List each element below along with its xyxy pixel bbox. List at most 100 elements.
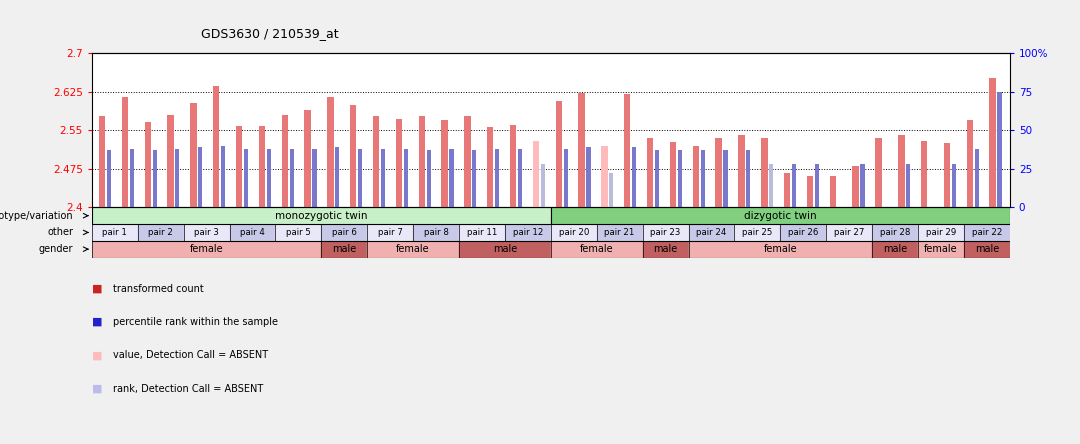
Bar (322, 241, 367, 258)
Bar (951, 164, 956, 207)
Bar (829, 175, 836, 207)
Bar (689, 224, 734, 241)
Bar (327, 97, 334, 207)
Bar (190, 103, 197, 207)
Bar (734, 224, 781, 241)
Bar (459, 224, 505, 241)
Bar (381, 149, 384, 207)
Bar (510, 125, 516, 207)
Bar (597, 224, 643, 241)
Text: monozygotic twin: monozygotic twin (275, 211, 367, 221)
Text: female: female (764, 244, 797, 254)
Text: transformed count: transformed count (113, 284, 204, 293)
Bar (643, 224, 689, 241)
Bar (152, 151, 157, 207)
Text: pair 22: pair 22 (972, 228, 1002, 237)
Bar (647, 138, 653, 207)
Bar (761, 138, 768, 207)
Bar (906, 164, 910, 207)
Bar (918, 224, 963, 241)
Text: ■: ■ (92, 350, 103, 360)
Bar (632, 147, 636, 207)
Bar (873, 241, 918, 258)
Bar (427, 151, 431, 207)
Bar (551, 224, 597, 241)
Bar (350, 105, 356, 207)
Bar (373, 116, 379, 207)
Text: female: female (396, 244, 430, 254)
Text: male: male (653, 244, 677, 254)
Text: pair 12: pair 12 (513, 228, 543, 237)
Bar (92, 224, 138, 241)
Bar (654, 151, 659, 207)
Text: pair 21: pair 21 (605, 228, 635, 237)
Bar (305, 110, 311, 207)
Text: pair 20: pair 20 (558, 228, 589, 237)
Bar (586, 147, 591, 207)
Text: other: other (48, 227, 73, 238)
Bar (964, 224, 1010, 241)
Bar (213, 86, 219, 207)
Text: pair 28: pair 28 (880, 228, 910, 237)
Bar (289, 149, 294, 207)
Bar (235, 126, 242, 207)
Bar (459, 241, 551, 258)
Bar (852, 166, 859, 207)
Bar (414, 224, 459, 241)
Bar (692, 146, 699, 207)
Bar (419, 116, 424, 207)
Text: value, Detection Call = ABSENT: value, Detection Call = ABSENT (113, 350, 269, 360)
Bar (781, 224, 826, 241)
Text: ■: ■ (92, 284, 103, 293)
Bar (769, 164, 773, 207)
Text: pair 6: pair 6 (332, 228, 356, 237)
Bar (551, 241, 643, 258)
Bar (873, 224, 918, 241)
Text: male: male (883, 244, 907, 254)
Text: pair 26: pair 26 (788, 228, 819, 237)
Bar (138, 224, 184, 241)
Bar (145, 122, 151, 207)
Text: ■: ■ (92, 384, 103, 393)
Text: pair 5: pair 5 (286, 228, 311, 237)
Bar (689, 241, 873, 258)
Text: pair 25: pair 25 (742, 228, 772, 237)
Text: pair 3: pair 3 (194, 228, 219, 237)
Bar (367, 224, 414, 241)
Text: ■: ■ (92, 317, 103, 327)
Text: pair 23: pair 23 (650, 228, 680, 237)
Text: pair 4: pair 4 (240, 228, 265, 237)
Bar (221, 146, 225, 207)
Bar (715, 138, 721, 207)
Bar (282, 115, 288, 207)
Bar (442, 120, 448, 207)
Bar (464, 116, 471, 207)
Bar (989, 78, 996, 207)
Bar (609, 174, 613, 207)
Bar (875, 138, 881, 207)
Text: pair 24: pair 24 (697, 228, 727, 237)
Bar (921, 141, 928, 207)
Bar (175, 149, 179, 207)
Bar (107, 151, 111, 207)
Bar (643, 241, 689, 258)
Bar (551, 207, 1010, 224)
Text: pair 11: pair 11 (467, 228, 497, 237)
Bar (518, 149, 522, 207)
Text: male: male (492, 244, 517, 254)
Bar (322, 224, 367, 241)
Text: pair 29: pair 29 (926, 228, 956, 237)
Bar (335, 147, 339, 207)
Bar (230, 224, 275, 241)
Text: female: female (924, 244, 958, 254)
Bar (275, 224, 322, 241)
Bar (541, 164, 545, 207)
Bar (122, 97, 129, 207)
Bar (487, 127, 494, 207)
Bar (964, 241, 1010, 258)
Text: pair 27: pair 27 (834, 228, 864, 237)
Bar (312, 149, 316, 207)
Bar (532, 141, 539, 207)
Bar (678, 151, 681, 207)
Bar (739, 135, 745, 207)
